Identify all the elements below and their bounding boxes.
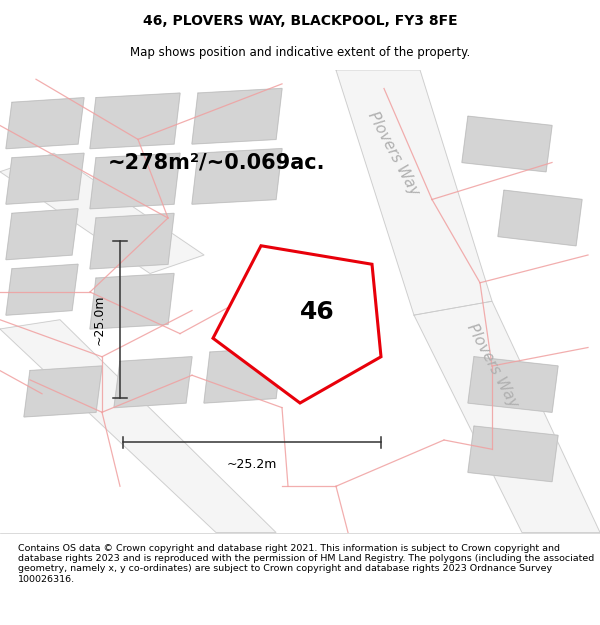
- Polygon shape: [0, 320, 276, 532]
- Polygon shape: [24, 366, 102, 417]
- Polygon shape: [90, 153, 180, 209]
- Polygon shape: [498, 190, 582, 246]
- Text: Map shows position and indicative extent of the property.: Map shows position and indicative extent…: [130, 46, 470, 59]
- Polygon shape: [6, 264, 78, 315]
- Text: ~278m²/~0.069ac.: ~278m²/~0.069ac.: [108, 152, 325, 173]
- Polygon shape: [192, 89, 282, 144]
- Text: ~25.0m: ~25.0m: [92, 294, 106, 345]
- Text: Plovers Way: Plovers Way: [464, 321, 520, 411]
- Polygon shape: [462, 116, 552, 172]
- Polygon shape: [192, 149, 282, 204]
- Polygon shape: [90, 213, 174, 269]
- Polygon shape: [336, 70, 492, 315]
- Text: ~25.2m: ~25.2m: [227, 458, 277, 471]
- Text: Plovers Way: Plovers Way: [365, 109, 421, 198]
- Polygon shape: [114, 357, 192, 408]
- Text: 46, PLOVERS WAY, BLACKPOOL, FY3 8FE: 46, PLOVERS WAY, BLACKPOOL, FY3 8FE: [143, 14, 457, 28]
- Text: Contains OS data © Crown copyright and database right 2021. This information is : Contains OS data © Crown copyright and d…: [18, 544, 594, 584]
- Polygon shape: [414, 301, 600, 532]
- Polygon shape: [90, 93, 180, 149]
- Polygon shape: [468, 357, 558, 412]
- Polygon shape: [6, 153, 84, 204]
- Polygon shape: [6, 98, 84, 149]
- Text: 46: 46: [300, 301, 335, 324]
- Polygon shape: [468, 426, 558, 482]
- Polygon shape: [6, 209, 78, 259]
- Polygon shape: [204, 348, 282, 403]
- Polygon shape: [0, 153, 204, 274]
- Polygon shape: [90, 274, 174, 329]
- Polygon shape: [213, 246, 381, 403]
